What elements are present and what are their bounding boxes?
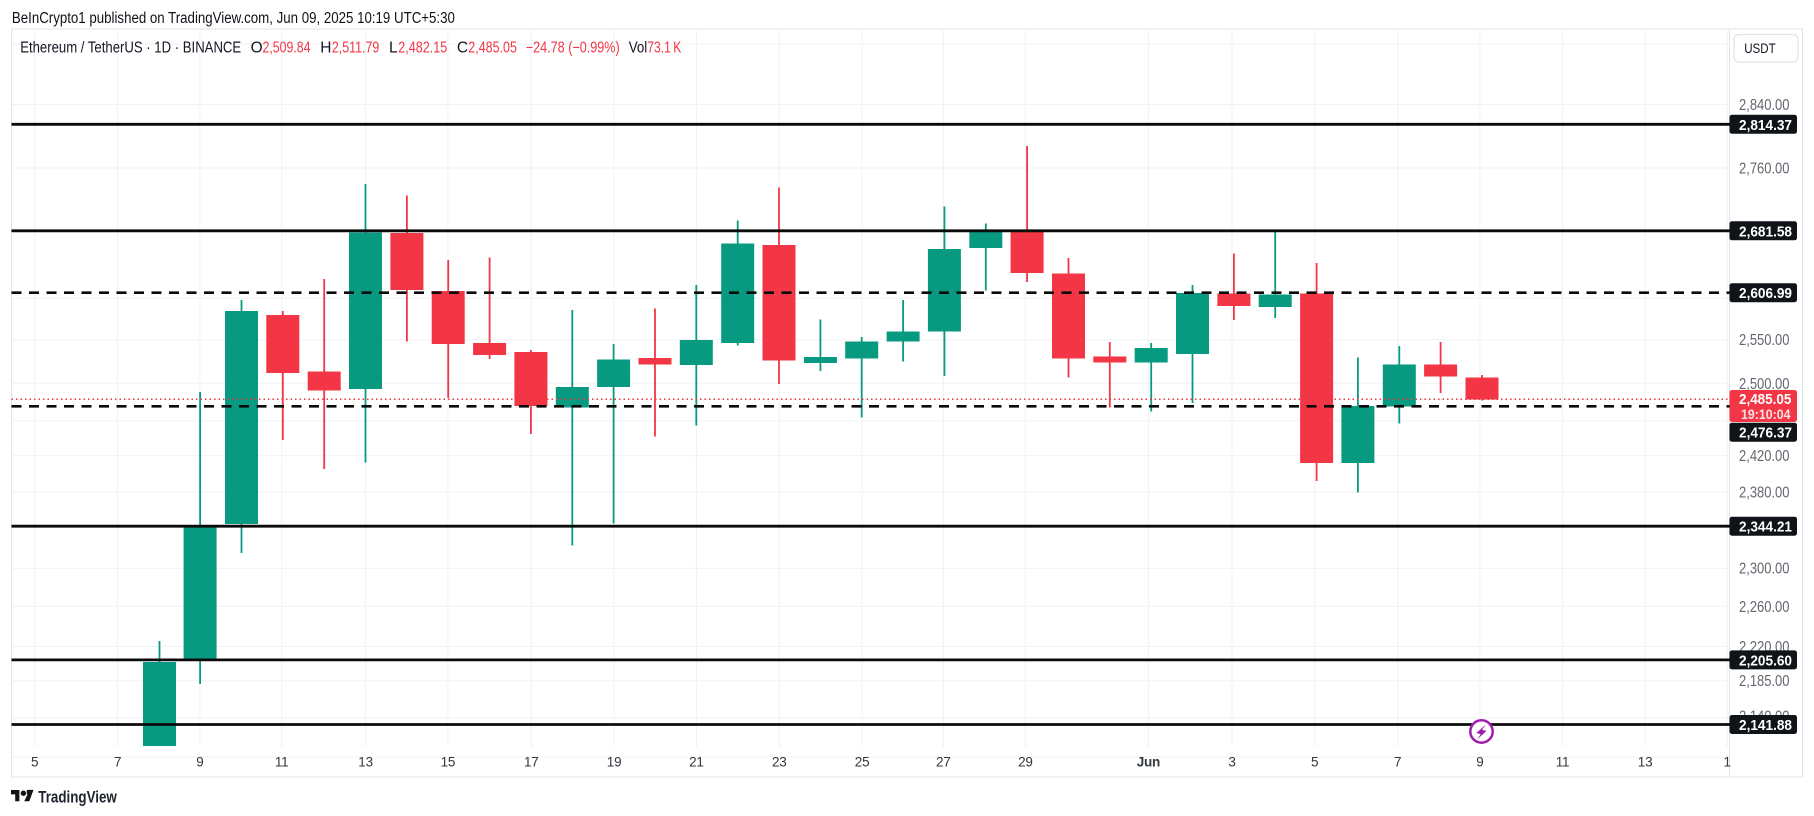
svg-text:19:10:04: 19:10:04 [1741, 406, 1791, 422]
svg-text:TradingView: TradingView [38, 788, 117, 807]
svg-text:2,500.00: 2,500.00 [1739, 376, 1790, 393]
svg-text:C: C [457, 40, 468, 57]
svg-text:13: 13 [1638, 754, 1653, 769]
svg-text:13: 13 [358, 754, 373, 769]
svg-text:9: 9 [196, 754, 203, 769]
svg-text:2,485.05: 2,485.05 [468, 40, 517, 57]
svg-text:Vol: Vol [629, 40, 648, 57]
svg-text:Jun: Jun [1137, 754, 1160, 769]
svg-text:7: 7 [1394, 754, 1401, 769]
svg-text:7: 7 [114, 754, 121, 769]
svg-text:2,300.00: 2,300.00 [1739, 561, 1790, 578]
svg-text:2,840.00: 2,840.00 [1739, 97, 1790, 114]
svg-text:5: 5 [31, 754, 38, 769]
svg-text:5: 5 [1311, 754, 1318, 769]
svg-text:2,482.15: 2,482.15 [398, 40, 447, 57]
svg-text:2,509.84: 2,509.84 [263, 40, 311, 57]
svg-text:3: 3 [1228, 754, 1235, 769]
svg-text:19: 19 [607, 754, 622, 769]
svg-text:11: 11 [275, 754, 289, 769]
svg-text:O: O [251, 40, 263, 57]
svg-text:Ethereum / TetherUS · 1D · BIN: Ethereum / TetherUS · 1D · BINANCE [20, 40, 241, 57]
svg-text:11: 11 [1556, 754, 1570, 769]
svg-text:29: 29 [1018, 754, 1033, 769]
svg-text:2,476.37: 2,476.37 [1739, 425, 1792, 442]
svg-text:BeInCrypto1 published on Tradi: BeInCrypto1 published on TradingView.com… [12, 10, 455, 27]
svg-text:27: 27 [936, 754, 951, 769]
svg-text:L: L [389, 40, 398, 57]
svg-text:2,344.21: 2,344.21 [1739, 519, 1792, 536]
svg-text:1: 1 [1724, 754, 1731, 769]
svg-text:2,814.37: 2,814.37 [1739, 117, 1792, 134]
svg-text:2,260.00: 2,260.00 [1739, 599, 1790, 616]
svg-text:2,380.00: 2,380.00 [1739, 485, 1790, 502]
svg-text:2,420.00: 2,420.00 [1739, 448, 1790, 465]
svg-text:2,185.00: 2,185.00 [1739, 673, 1790, 690]
svg-text:2,606.99: 2,606.99 [1739, 285, 1792, 302]
svg-text:73.1 K: 73.1 K [647, 40, 682, 57]
svg-text:9: 9 [1476, 754, 1483, 769]
svg-text:2,205.60: 2,205.60 [1739, 652, 1792, 669]
svg-text:25: 25 [855, 754, 870, 769]
svg-text:2,760.00: 2,760.00 [1739, 161, 1790, 178]
svg-text:USDT: USDT [1744, 40, 1776, 56]
svg-text:−24.78 (−0.99%): −24.78 (−0.99%) [526, 40, 620, 57]
svg-text:2,485.05: 2,485.05 [1739, 391, 1791, 408]
svg-text:2,141.88: 2,141.88 [1739, 717, 1792, 734]
svg-text:21: 21 [689, 754, 704, 769]
svg-text:15: 15 [441, 754, 456, 769]
svg-text:17: 17 [524, 754, 539, 769]
svg-text:H: H [320, 40, 331, 57]
svg-text:2,550.00: 2,550.00 [1739, 332, 1790, 349]
svg-text:2,511.79: 2,511.79 [332, 40, 379, 57]
svg-text:23: 23 [772, 754, 787, 769]
svg-text:2,681.58: 2,681.58 [1739, 223, 1792, 240]
